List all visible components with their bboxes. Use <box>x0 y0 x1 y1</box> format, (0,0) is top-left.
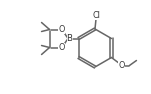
Text: O: O <box>58 43 65 52</box>
Text: Cl: Cl <box>92 11 100 19</box>
Text: O: O <box>58 25 65 34</box>
Text: B: B <box>67 34 72 43</box>
Text: O: O <box>118 61 125 70</box>
